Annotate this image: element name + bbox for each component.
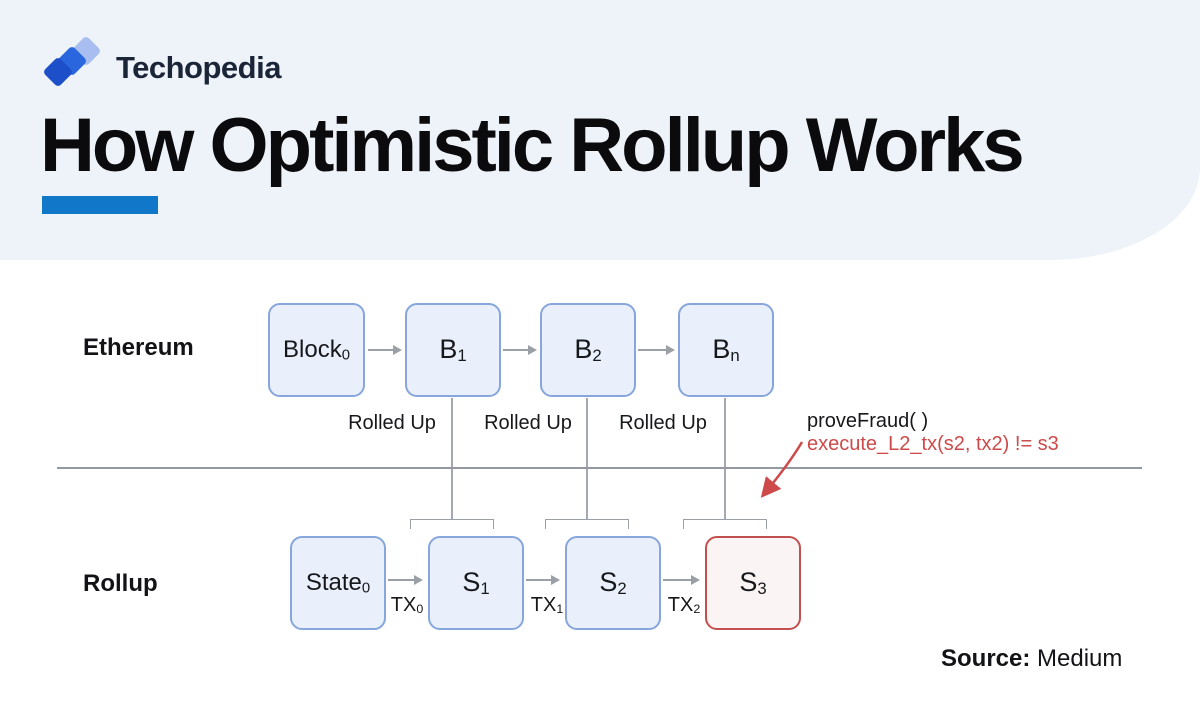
source-label: Source: (941, 645, 1031, 672)
techopedia-logo-icon (42, 35, 104, 98)
rollup-node-s1: S1 (428, 536, 524, 630)
fraud-proof-call: proveFraud( ) (807, 410, 929, 432)
rolled-up-label: Rolled Up (619, 412, 707, 434)
source-value: Medium (1037, 645, 1123, 672)
rollup-node-state0: State0 (290, 536, 386, 630)
fraud-proof-annotation: proveFraud( ) execute_L2_tx(s2, tx2) != … (807, 410, 1059, 456)
fraud-arrow-icon (760, 441, 804, 498)
arrow-right-icon (663, 575, 700, 585)
node-label: Block0 (283, 336, 350, 364)
commit-bracket (683, 519, 767, 529)
node-label: B2 (574, 334, 602, 365)
page-title: How Optimistic Rollup Works (40, 103, 1025, 188)
rollup-node-s2: S2 (565, 536, 661, 630)
node-label: B1 (439, 334, 467, 365)
header-band: Techopedia How Optimistic Rollup Works (0, 0, 1200, 260)
arrow-right-icon (388, 575, 423, 585)
brand-name: Techopedia (116, 50, 281, 85)
ethereum-node-b1: B1 (405, 303, 501, 397)
tx-label: TX1 (530, 594, 564, 617)
fraud-proof-condition: execute_L2_tx(s2, tx2) != s3 (807, 433, 1059, 455)
arrow-right-icon (526, 575, 560, 585)
rollup-connector-line (586, 398, 588, 519)
node-label: S2 (599, 567, 627, 598)
node-label: S1 (462, 567, 490, 598)
source-attribution: Source: Medium (941, 645, 1122, 673)
ethereum-row-label: Ethereum (83, 334, 194, 361)
rolled-up-label: Rolled Up (348, 412, 436, 434)
node-label: State0 (305, 569, 371, 597)
arrow-right-icon (638, 345, 675, 355)
layer-divider-line (57, 467, 1142, 469)
rollup-node-s3-fraud: S3 (705, 536, 801, 630)
rollup-connector-line (451, 398, 453, 519)
ethereum-node-bn: Bn (678, 303, 774, 397)
rolled-up-label: Rolled Up (484, 412, 572, 434)
node-label: S3 (739, 567, 767, 598)
node-label: Bn (712, 334, 740, 365)
tx-label: TX0 (390, 594, 424, 617)
rollup-connector-line (724, 398, 726, 519)
ethereum-node-b2: B2 (540, 303, 636, 397)
ethereum-node-block0: Block0 (268, 303, 365, 397)
brand: Techopedia (42, 35, 281, 98)
tx-label: TX2 (667, 594, 701, 617)
commit-bracket (410, 519, 494, 529)
commit-bracket (545, 519, 629, 529)
arrow-right-icon (503, 345, 537, 355)
rollup-row-label: Rollup (83, 570, 158, 597)
title-underline (42, 196, 158, 214)
arrow-right-icon (368, 345, 402, 355)
